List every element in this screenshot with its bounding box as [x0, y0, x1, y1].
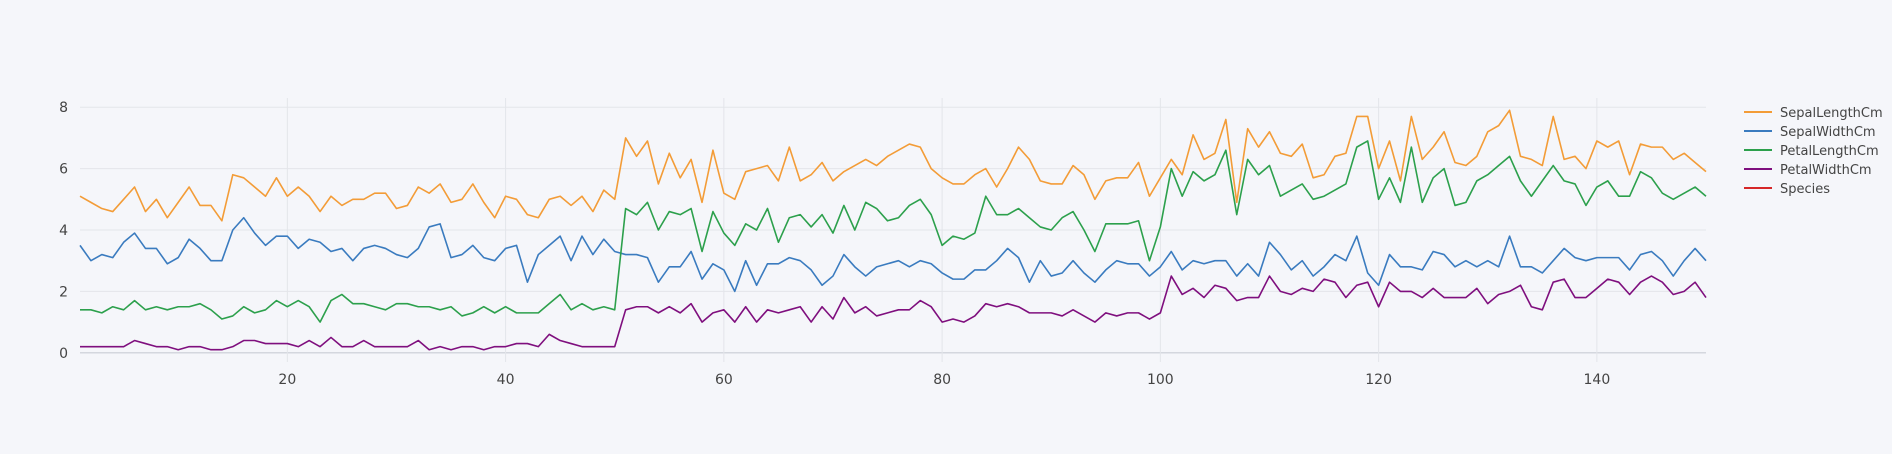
- legend-item-species[interactable]: Species: [1744, 182, 1830, 197]
- legend-label: SepalWidthCm: [1780, 125, 1876, 140]
- y-tick-label: 6: [59, 162, 68, 178]
- series-line-sepallengthcm: [79, 109, 1707, 222]
- series-line-petalwidthcm: [80, 275, 1707, 351]
- legend-label: SepalLengthCm: [1780, 106, 1883, 121]
- y-tick-label: 0: [59, 346, 68, 362]
- x-tick-label: 60: [715, 372, 733, 388]
- legend: SepalLengthCm SepalWidthCm PetalLengthCm Pe…: [1744, 106, 1883, 197]
- legend-item-petalwidthcm[interactable]: PetalWidthCm: [1744, 163, 1872, 178]
- legend-item-petallengthcm[interactable]: PetalLengthCm: [1744, 144, 1879, 159]
- axes: 0 2 4 6 8 20 40 60 80 100 120 140: [59, 100, 1610, 388]
- x-tick-label: 40: [497, 372, 515, 388]
- x-tick-label: 20: [278, 372, 296, 388]
- x-tick-label: 120: [1365, 372, 1392, 388]
- legend-label: PetalWidthCm: [1780, 163, 1872, 178]
- series-line-petallengthcm: [80, 140, 1707, 323]
- legend-label: Species: [1780, 182, 1830, 197]
- legend-item-sepallengthcm[interactable]: SepalLengthCm: [1744, 106, 1883, 121]
- y-tick-label: 8: [59, 100, 68, 116]
- legend-item-sepalwidthcm[interactable]: SepalWidthCm: [1744, 125, 1876, 140]
- gridlines: [80, 98, 1706, 362]
- y-tick-label: 2: [59, 284, 68, 300]
- y-tick-label: 4: [59, 223, 68, 239]
- x-tick-label: 80: [933, 372, 951, 388]
- series-line-sepalwidthcm: [79, 216, 1707, 293]
- plot-area: [79, 109, 1707, 351]
- legend-label: PetalLengthCm: [1780, 144, 1879, 159]
- x-tick-label: 100: [1147, 372, 1174, 388]
- x-tick-label: 140: [1584, 372, 1611, 388]
